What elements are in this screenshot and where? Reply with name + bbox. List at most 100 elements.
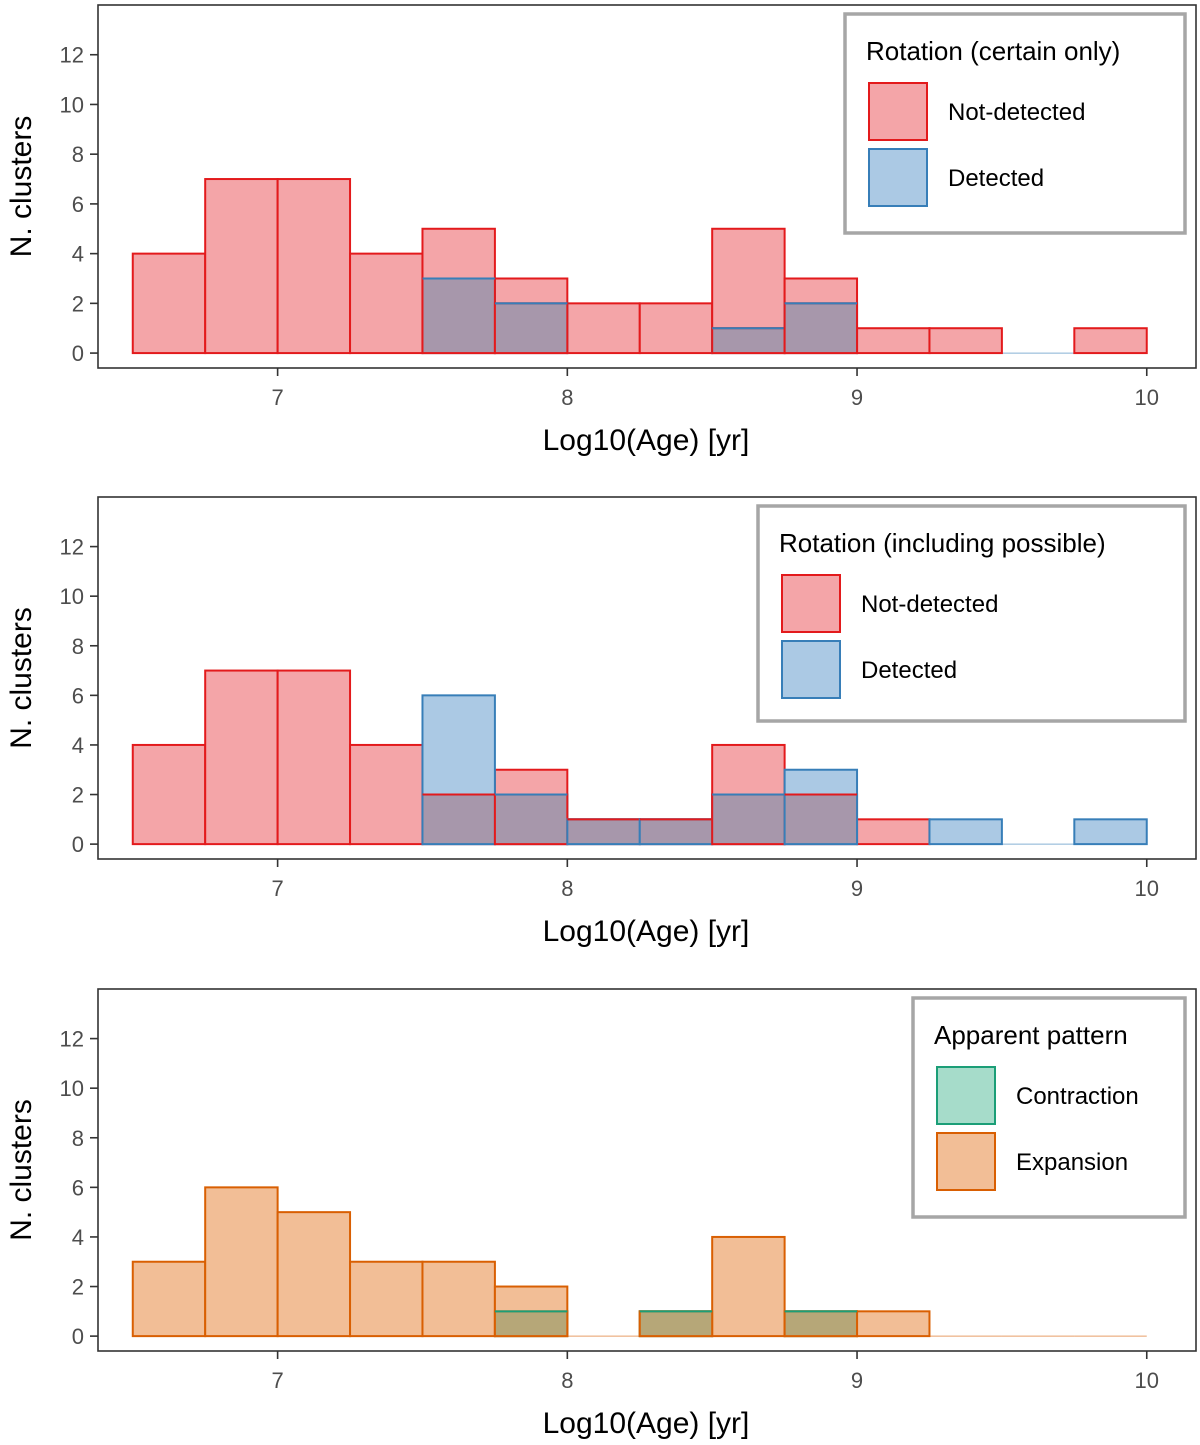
bar-not-detected bbox=[276, 178, 352, 355]
legend-label-expansion: Expansion bbox=[1016, 1149, 1128, 1176]
y-tick-label: 2 bbox=[72, 1275, 84, 1300]
bar-not-detected bbox=[856, 818, 931, 846]
series-expansion bbox=[131, 1186, 931, 1338]
bar-overlap bbox=[784, 1311, 858, 1337]
x-axis-title: Log10(Age) [yr] bbox=[543, 915, 750, 948]
bar-overlap bbox=[567, 819, 640, 845]
bar-expansion bbox=[421, 1260, 496, 1338]
bar-overlap bbox=[494, 303, 568, 354]
legend-label-detected: Detected bbox=[861, 657, 957, 684]
bar-expansion bbox=[349, 1260, 424, 1338]
y-tick-label: 6 bbox=[72, 192, 84, 217]
overlap-group bbox=[493, 1310, 859, 1338]
legend-label-detected: Detected bbox=[948, 165, 1044, 192]
x-tick-label: 9 bbox=[851, 385, 863, 410]
x-axis: 7 8 9 10 bbox=[271, 368, 1159, 410]
overlap-group bbox=[421, 793, 859, 846]
y-tick-label: 0 bbox=[72, 341, 84, 366]
x-tick-label: 10 bbox=[1135, 1368, 1159, 1393]
bar-expansion bbox=[276, 1211, 352, 1338]
legend-title: Rotation (including possible) bbox=[779, 528, 1106, 558]
bar-expansion bbox=[131, 1260, 207, 1338]
y-tick-label: 12 bbox=[60, 535, 84, 560]
bar-not-detected bbox=[204, 178, 279, 355]
y-tick-label: 0 bbox=[72, 1324, 84, 1349]
legend-swatch-not-detected bbox=[781, 574, 841, 633]
y-tick-label: 12 bbox=[60, 43, 84, 68]
legend-swatch-not-detected bbox=[868, 82, 928, 141]
y-tick-label: 10 bbox=[60, 1076, 84, 1101]
bar-detected bbox=[928, 818, 1003, 846]
bar-not-detected bbox=[1073, 327, 1148, 355]
chart-panel-1: 0 2 4 6 8 10 12 7 8 9 10 Log10(Age) [yr] N. clusters… bbox=[5, 4, 1197, 457]
legend-swatch-contraction bbox=[936, 1066, 996, 1125]
panel-border bbox=[97, 988, 1197, 1352]
x-axis-title: Log10(Age) [yr] bbox=[543, 1407, 750, 1440]
y-axis: 0 2 4 6 8 10 12 bbox=[60, 535, 98, 857]
y-tick-label: 4 bbox=[72, 733, 84, 758]
bar-not-detected bbox=[131, 743, 207, 846]
legend: Rotation (certain only) Not-detected Detec… bbox=[843, 12, 1187, 235]
chart-panel-2: 0 2 4 6 8 10 12 7 8 9 10 Log10(Age) [yr] N. clusters… bbox=[5, 496, 1197, 948]
chart-panel-3: 0 2 4 6 8 10 12 7 8 9 10 Log10(Age) [yr] N. clusters… bbox=[5, 988, 1197, 1440]
x-tick-label: 9 bbox=[851, 1368, 863, 1393]
x-axis: 7 8 9 10 bbox=[271, 859, 1159, 901]
bar-not-detected bbox=[349, 743, 424, 846]
bar-expansion bbox=[204, 1186, 279, 1338]
legend-title: Rotation (certain only) bbox=[866, 36, 1120, 66]
bar-overlap bbox=[712, 794, 785, 845]
bar-not-detected bbox=[566, 302, 641, 355]
bar-overlap bbox=[494, 794, 568, 845]
bar-not-detected bbox=[856, 327, 931, 355]
y-tick-label: 2 bbox=[72, 783, 84, 808]
y-axis-title: N. clusters bbox=[5, 116, 38, 258]
panel-border bbox=[97, 4, 1197, 369]
legend-label-contraction: Contraction bbox=[1016, 1083, 1139, 1110]
bar-not-detected bbox=[638, 302, 714, 355]
x-tick-label: 10 bbox=[1135, 385, 1159, 410]
x-tick-label: 8 bbox=[561, 385, 573, 410]
y-axis-title: N. clusters bbox=[5, 607, 38, 749]
bar-not-detected bbox=[349, 252, 424, 355]
y-tick-label: 4 bbox=[72, 242, 84, 267]
y-axis: 0 2 4 6 8 10 12 bbox=[60, 1027, 98, 1349]
legend: Rotation (including possible) Not-detecte… bbox=[756, 504, 1187, 723]
x-tick-label: 7 bbox=[271, 1368, 283, 1393]
bar-overlap bbox=[639, 819, 713, 845]
legend-title: Apparent pattern bbox=[934, 1020, 1128, 1050]
legend: Apparent pattern Contraction Expansion bbox=[911, 996, 1187, 1219]
x-axis: 7 8 9 10 bbox=[271, 1351, 1159, 1393]
y-tick-label: 8 bbox=[72, 142, 84, 167]
x-tick-label: 7 bbox=[271, 385, 283, 410]
y-tick-label: 6 bbox=[72, 1175, 84, 1200]
x-axis-title: Log10(Age) [yr] bbox=[543, 424, 750, 457]
y-tick-label: 6 bbox=[72, 683, 84, 708]
y-tick-label: 4 bbox=[72, 1225, 84, 1250]
y-tick-label: 10 bbox=[60, 92, 84, 117]
legend-swatch-detected bbox=[781, 640, 841, 699]
x-tick-label: 8 bbox=[561, 1368, 573, 1393]
y-tick-label: 0 bbox=[72, 832, 84, 857]
bar-overlap bbox=[639, 1311, 713, 1337]
x-tick-label: 8 bbox=[561, 876, 573, 901]
y-tick-label: 2 bbox=[72, 291, 84, 316]
y-axis: 0 2 4 6 8 10 12 bbox=[60, 43, 98, 366]
y-tick-label: 8 bbox=[72, 634, 84, 659]
bar-overlap bbox=[784, 794, 858, 845]
bar-overlap bbox=[784, 303, 858, 354]
bar-not-detected bbox=[928, 327, 1003, 355]
y-tick-label: 10 bbox=[60, 584, 84, 609]
bar-overlap bbox=[422, 278, 495, 354]
legend-swatch-detected bbox=[868, 148, 928, 207]
bar-overlap bbox=[712, 328, 785, 354]
bar-not-detected bbox=[131, 252, 207, 355]
bar-not-detected bbox=[204, 669, 279, 846]
x-tick-label: 10 bbox=[1135, 876, 1159, 901]
legend-label-not-detected: Not-detected bbox=[861, 591, 998, 618]
y-axis-title: N. clusters bbox=[5, 1099, 38, 1241]
x-tick-label: 9 bbox=[851, 876, 863, 901]
legend-swatch-expansion bbox=[936, 1132, 996, 1191]
legend-label-not-detected: Not-detected bbox=[948, 99, 1085, 126]
overlap-group bbox=[421, 277, 859, 355]
